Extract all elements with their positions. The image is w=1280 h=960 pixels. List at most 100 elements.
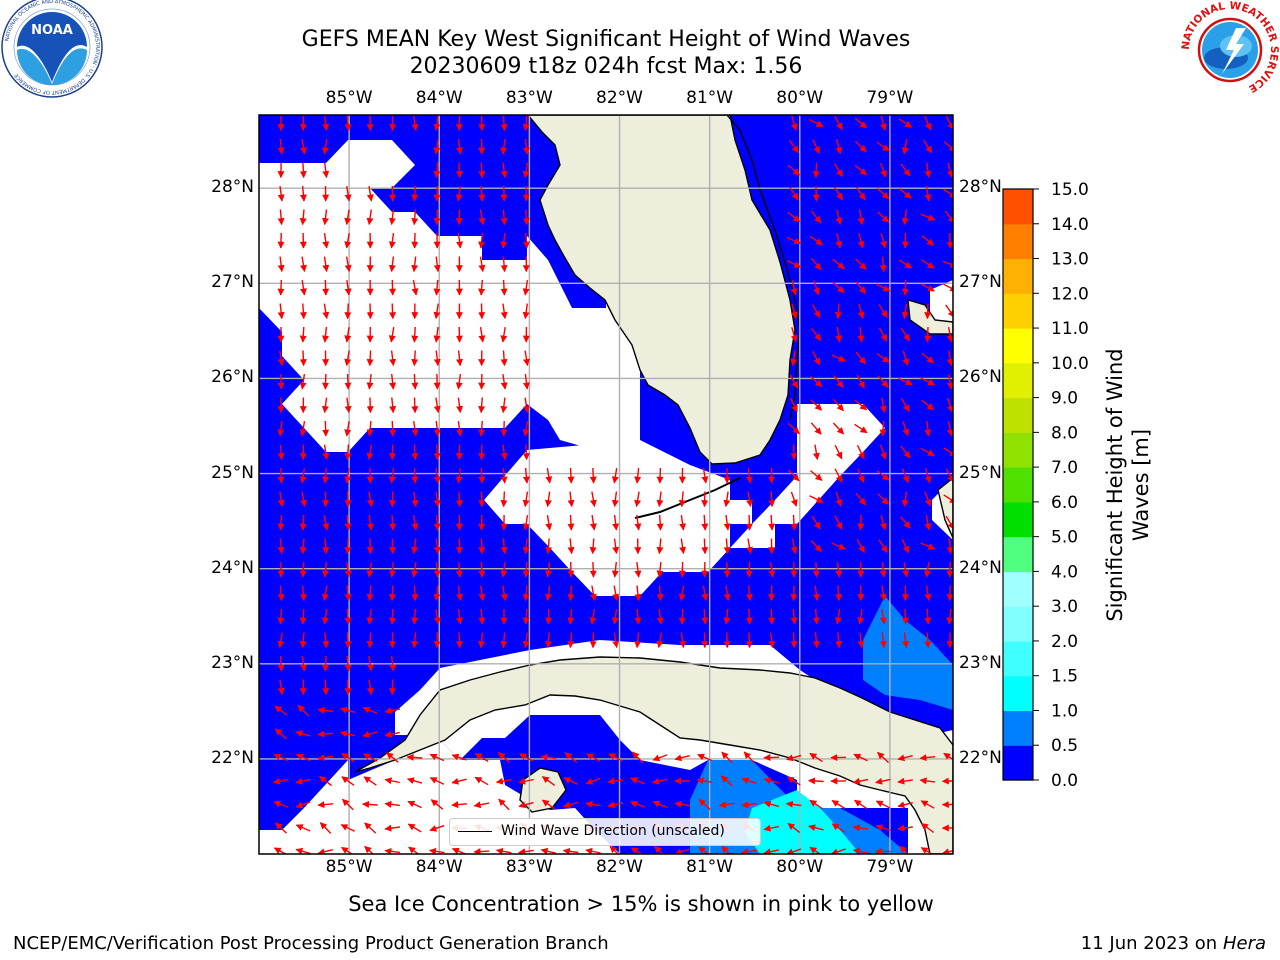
wave-direction-arrow [811,210,822,224]
wave-direction-arrow [544,585,552,602]
wave-direction-arrow [544,491,552,508]
wave-direction-arrow [790,514,798,531]
wave-direction-arrow [786,260,802,268]
wave-direction-arrow [919,754,936,762]
wave-direction-arrow [901,138,909,155]
wave-direction-arrow [830,848,846,854]
wave-direction-arrow [344,303,352,320]
wave-direction-arrow [697,753,712,762]
wave-direction-arrow [902,421,910,437]
colorbar-tick-label: 9.0 [1051,389,1078,409]
wave-direction-arrow [277,279,285,296]
wave-direction-arrow [433,420,441,437]
wave-direction-arrow [455,491,463,508]
wave-direction-arrow [924,585,932,602]
wave-direction-arrow [411,279,419,296]
wave-direction-arrow [790,327,798,343]
wave-direction-arrow [300,138,307,155]
wave-direction-arrow [656,491,664,508]
wave-direction-arrow [585,777,601,785]
land-cuba [354,656,953,854]
wave-direction-arrow [522,467,530,484]
wave-direction-arrow [478,585,486,602]
wave-direction-arrow [322,420,330,437]
wave-direction-arrow [344,256,352,273]
wave-direction-arrow [500,585,508,602]
wave-direction-arrow [322,561,329,578]
wave-direction-arrow [388,491,396,508]
wave-direction-arrow [478,397,486,414]
wave-direction-arrow [608,753,623,762]
colorbar-tick-label: 3.0 [1051,597,1078,617]
wave-direction-arrow [835,561,843,578]
lat-tick-label-left: 23°N [211,652,254,673]
wave-direction-arrow [790,608,798,625]
wave-direction-arrow [407,823,422,833]
colorbar-title-line2: Waves [m] [1129,428,1153,542]
colorbar-title-line1: Significant Height of Wind [1103,348,1127,622]
wave-direction-arrow [478,256,486,273]
colorbar-tick-label: 1.0 [1051,701,1078,721]
wave-direction-arrow [656,585,664,602]
colorbar-segment [1003,432,1033,468]
wave-direction-arrow [763,848,780,854]
wave-direction-arrow [366,444,374,461]
colorbar-tick-label: 15.0 [1051,180,1089,200]
wave-direction-arrow [745,585,753,602]
wave-direction-arrow [901,398,910,413]
wave-direction-arrow [763,800,780,808]
colorbar-tick-label: 6.0 [1051,493,1078,513]
wave-direction-arrow [723,561,731,578]
wave-direction-arrow [787,211,801,223]
wave-direction-arrow [544,562,552,578]
wave-direction-arrow [299,185,307,202]
wave-direction-arrow [500,162,508,179]
wave-direction-arrow [562,847,579,854]
wave-direction-arrow [540,847,557,854]
wave-direction-arrow [921,399,935,411]
wave-direction-arrow [810,540,822,553]
wave-direction-arrow [634,561,642,578]
wave-direction-arrow [852,847,869,854]
wave-direction-arrow [835,139,843,155]
wave-direction-arrow [745,468,753,484]
wave-direction-arrow [366,632,374,649]
wave-direction-arrow [299,350,307,367]
wave-direction-arrow [344,209,352,226]
wave-direction-arrow [299,326,307,343]
wave-direction-arrow [879,256,887,273]
wave-direction-arrow [388,561,396,578]
wave-direction-arrow [411,256,419,273]
wave-direction-arrow [362,706,378,715]
wave-direction-arrow [901,538,910,554]
wave-direction-arrow [855,258,867,270]
wave-direction-arrow [810,399,823,411]
wave-direction-arrow [277,373,285,390]
wave-direction-arrow [876,141,890,152]
wave-direction-arrow [299,585,307,602]
chart-subtitle-run: 20230609 t18z 024h fcst Max: 1.56 [409,54,803,79]
wave-direction-arrow [656,632,664,649]
wave-direction-arrow [834,116,843,131]
wind-wave-direction-arrows [272,115,953,854]
wave-direction-arrow [857,514,865,531]
wave-direction-arrow [366,585,374,602]
wave-direction-arrow [835,233,843,249]
wave-direction-arrow [339,706,356,714]
wave-direction-arrow [273,753,289,762]
wave-direction-arrow [362,730,378,738]
wave-direction-arrow [854,799,868,810]
wave-direction-arrow [456,350,464,367]
wave-direction-arrow [698,846,710,854]
wave-direction-arrow [563,777,578,785]
wave-direction-arrow [500,350,508,367]
wave-direction-arrow [500,209,508,226]
wave-direction-arrow [809,118,824,128]
wave-direction-arrow [924,468,932,484]
wave-direction-arrow [411,397,419,414]
wave-direction-arrow [834,468,843,483]
wave-direction-arrow [277,585,285,602]
wave-direction-arrow [522,561,530,578]
wave-direction-arrow [411,115,419,132]
footer-branch: NCEP/EMC/Verification Post Processing Pr… [13,933,609,954]
